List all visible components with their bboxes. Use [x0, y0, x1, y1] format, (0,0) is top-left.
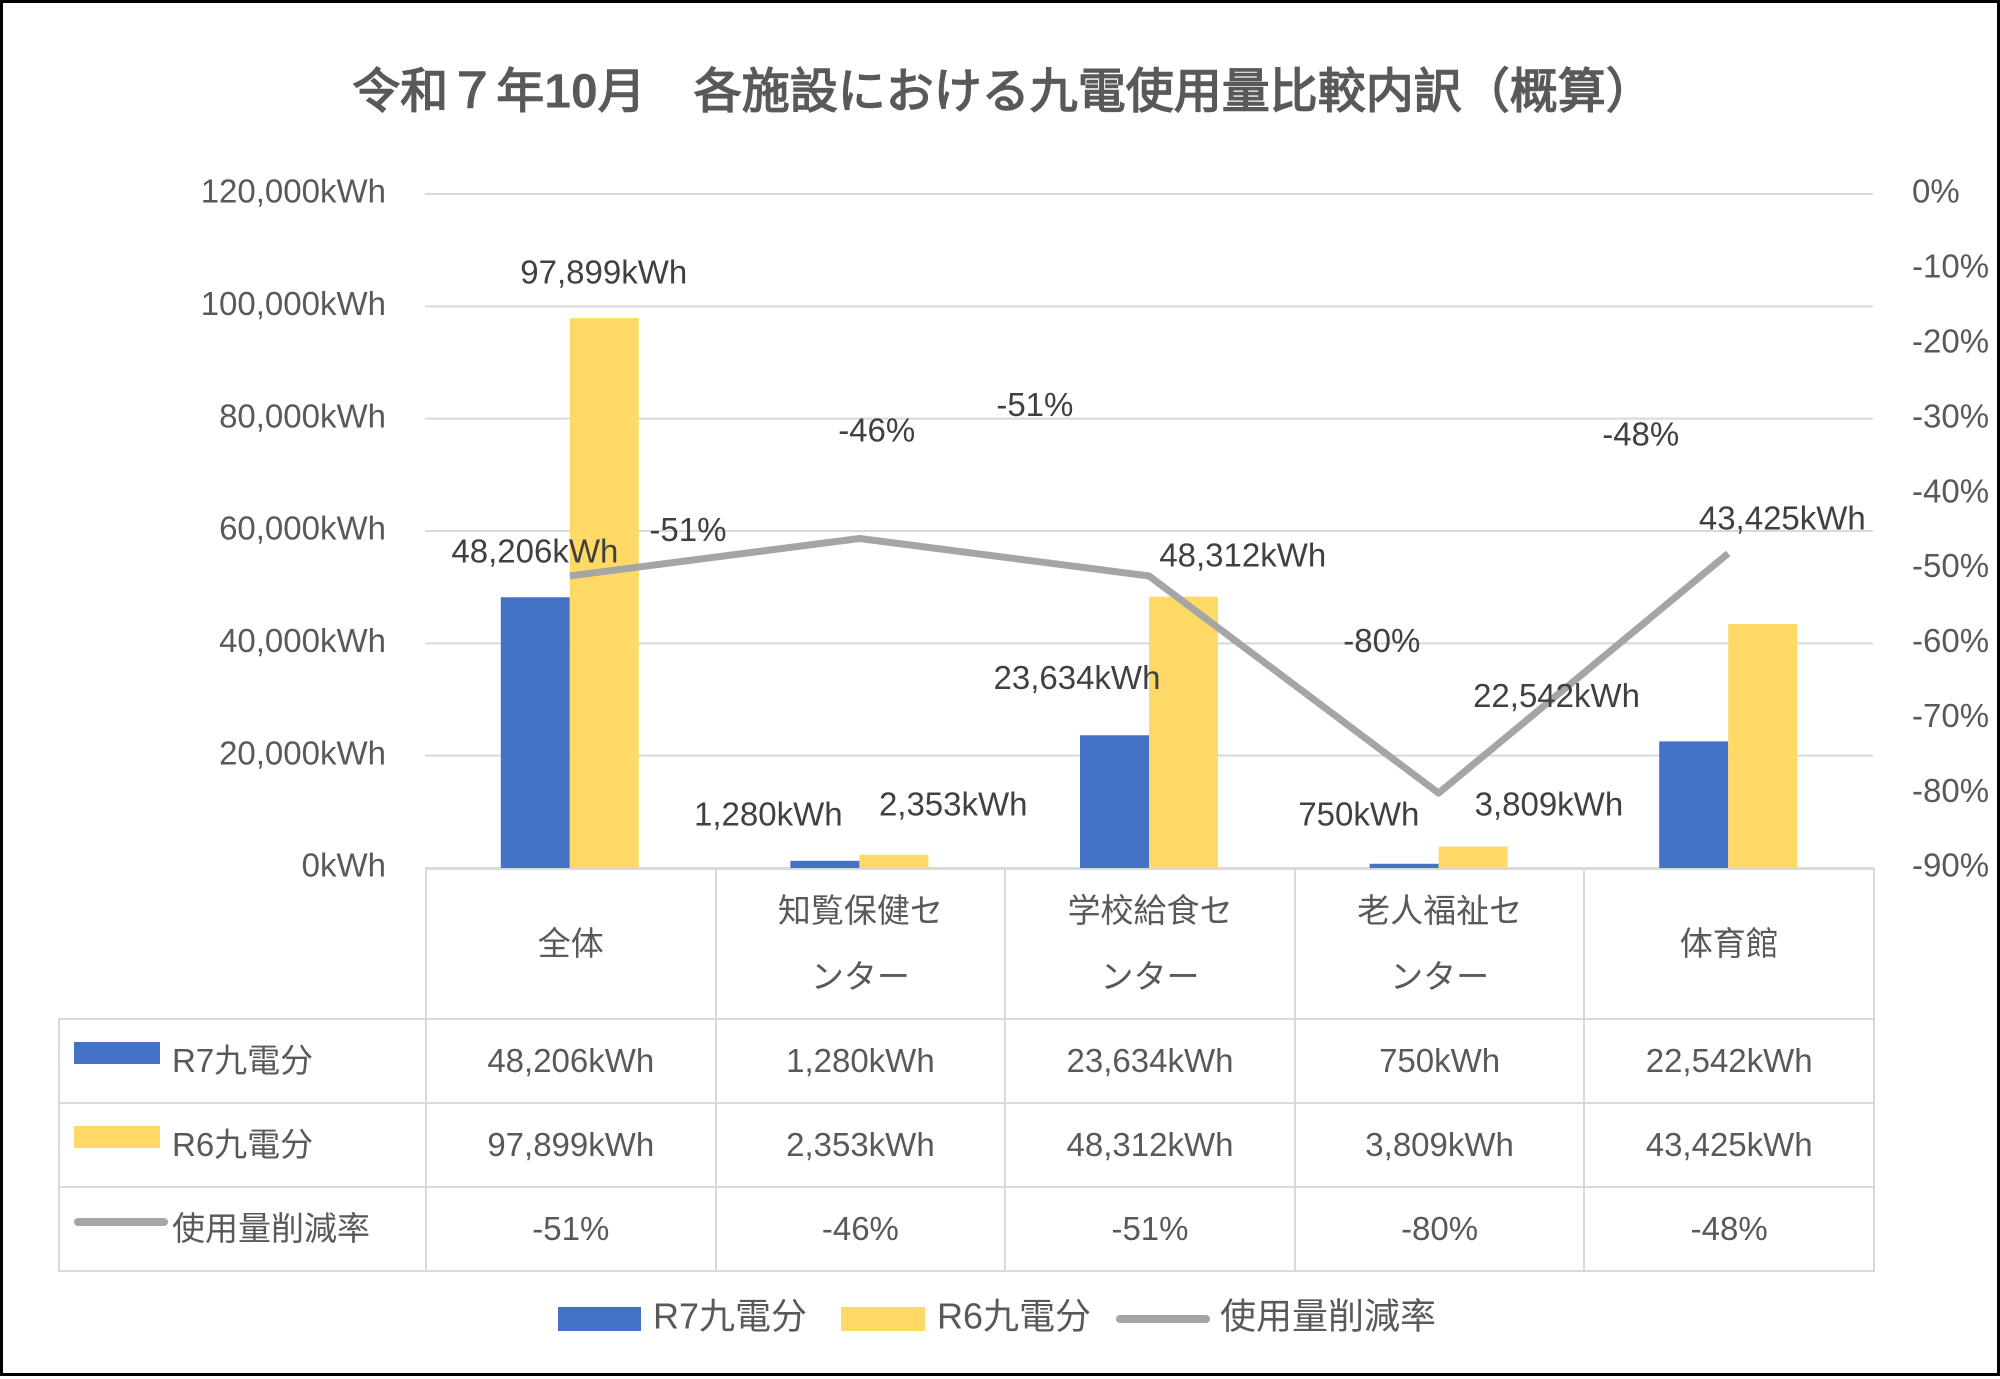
- bar: [1659, 741, 1729, 868]
- y-tick-label: 80,000kWh: [219, 397, 386, 434]
- table-value: -46%: [714, 1186, 1007, 1272]
- legend-swatch: [74, 1126, 160, 1148]
- category-label: 全体: [425, 868, 717, 1020]
- category-label: 学校給食センター: [1004, 868, 1296, 1020]
- table-value: 23,634kWh: [1004, 1018, 1296, 1104]
- y2-tick-label: -10%: [1912, 248, 1989, 285]
- category-label: 体育館: [1583, 868, 1875, 1020]
- bar: [569, 318, 639, 869]
- bar: [500, 597, 570, 868]
- legend-swatch: [74, 1218, 168, 1226]
- category-label: 老人福祉センター: [1293, 868, 1586, 1020]
- data-label: -46%: [838, 412, 915, 449]
- y2-tick-label: -60%: [1912, 622, 1989, 659]
- series-name: 使用量削減率: [172, 1210, 370, 1247]
- y2-tick-label: -80%: [1912, 772, 1989, 809]
- table-value: 97,899kWh: [425, 1102, 717, 1188]
- line: [569, 534, 1731, 797]
- legend-label: R6九電分: [937, 1296, 1091, 1337]
- legend-swatch: [74, 1042, 160, 1064]
- y2-tick-label: 0%: [1912, 173, 1960, 210]
- bar: [1149, 596, 1218, 868]
- series-name: R7九電分: [172, 1042, 314, 1079]
- bar: [790, 860, 860, 868]
- chart-title: 令和７年10月 各施設における九電使用量比較内訳（概算）: [352, 66, 1653, 119]
- y2-tick-label: -40%: [1912, 472, 1989, 509]
- table-row-header: 使用量削減率: [58, 1186, 427, 1272]
- y2-tick-label: -70%: [1912, 697, 1989, 734]
- legend-swatch: [558, 1307, 641, 1331]
- table-value: -80%: [1293, 1186, 1586, 1272]
- data-label: -51%: [996, 386, 1073, 423]
- data-label: 750kWh: [1298, 795, 1419, 832]
- y2-tick-label: -90%: [1912, 847, 1989, 884]
- legend-label: 使用量削減率: [1220, 1296, 1436, 1337]
- table-value: 1,280kWh: [714, 1018, 1007, 1104]
- table-value: 22,542kWh: [1583, 1018, 1875, 1104]
- chart: 令和７年10月 各施設における九電使用量比較内訳（概算） 0kWh 20,000k…: [201, 66, 1989, 1337]
- table-value: 48,312kWh: [1004, 1102, 1296, 1188]
- data-label: 2,353kWh: [879, 785, 1028, 822]
- y2-tick-label: -20%: [1912, 322, 1989, 359]
- y-tick-label: 20,000kWh: [219, 734, 386, 771]
- data-label: 3,809kWh: [1475, 785, 1624, 822]
- table-value: 750kWh: [1293, 1018, 1586, 1104]
- data-label: -51%: [649, 511, 726, 548]
- bar: [1080, 735, 1149, 868]
- data-label: 22,542kWh: [1473, 677, 1640, 714]
- table-value: -51%: [1004, 1186, 1296, 1272]
- y2-tick-label: -30%: [1912, 397, 1989, 434]
- table-row-header: R6九電分: [58, 1102, 427, 1188]
- legend-swatch: [841, 1307, 925, 1331]
- data-label: -48%: [1602, 415, 1679, 452]
- data-label: 23,634kWh: [994, 659, 1161, 696]
- table-value: 3,809kWh: [1293, 1102, 1586, 1188]
- y-tick-label: 120,000kWh: [201, 173, 386, 210]
- category-label: 知覧保健センター: [714, 868, 1007, 1020]
- table-row-header: R7九電分: [58, 1018, 427, 1104]
- data-label: 43,425kWh: [1699, 500, 1866, 537]
- table-value: -51%: [425, 1186, 717, 1272]
- y-tick-label: 0kWh: [302, 847, 386, 884]
- bar: [1369, 863, 1439, 868]
- y-tick-label: 60,000kWh: [219, 510, 386, 547]
- data-label: 48,206kWh: [451, 533, 618, 570]
- table-value: 43,425kWh: [1583, 1102, 1875, 1188]
- table-value: 2,353kWh: [714, 1102, 1007, 1188]
- bar: [859, 854, 929, 868]
- table-value: -48%: [1583, 1186, 1875, 1272]
- y-tick-label: 40,000kWh: [219, 622, 386, 659]
- data-label: -80%: [1343, 622, 1420, 659]
- data-label: 97,899kWh: [520, 253, 687, 290]
- bar: [1728, 624, 1798, 868]
- y2-tick-label: -50%: [1912, 547, 1989, 584]
- legend-label: R7九電分: [653, 1296, 807, 1337]
- bar: [1438, 846, 1508, 868]
- data-label: 1,280kWh: [694, 795, 843, 832]
- data-label: 48,312kWh: [1159, 537, 1326, 574]
- series-name: R6九電分: [172, 1126, 314, 1163]
- y-tick-label: 100,000kWh: [201, 285, 386, 322]
- table-value: 48,206kWh: [425, 1018, 717, 1104]
